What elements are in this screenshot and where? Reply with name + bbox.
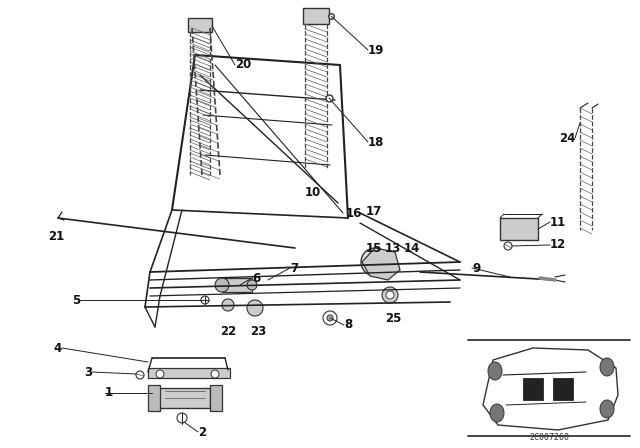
Text: 9: 9 [472, 262, 480, 275]
Circle shape [247, 280, 257, 290]
Text: 25: 25 [385, 312, 401, 325]
Text: 13: 13 [385, 242, 401, 255]
Bar [222, 278, 252, 292]
Circle shape [136, 371, 144, 379]
Circle shape [382, 287, 398, 303]
Text: 23: 23 [250, 325, 266, 338]
Text: 24: 24 [559, 132, 575, 145]
Text: 4: 4 [54, 341, 62, 354]
Bar [553, 378, 573, 400]
Bar [303, 8, 329, 24]
Bar [523, 378, 543, 400]
Circle shape [177, 413, 187, 423]
Text: 17: 17 [366, 205, 382, 218]
Text: 12: 12 [550, 238, 566, 251]
Ellipse shape [490, 404, 504, 422]
Text: 14: 14 [404, 242, 420, 255]
Text: 2: 2 [198, 426, 206, 439]
Circle shape [361, 248, 389, 276]
Text: 19: 19 [368, 43, 385, 56]
Bar [500, 218, 538, 240]
Circle shape [323, 311, 337, 325]
Text: 1: 1 [105, 387, 113, 400]
Circle shape [156, 370, 164, 378]
Circle shape [211, 370, 219, 378]
Bar [188, 18, 212, 32]
Ellipse shape [600, 400, 614, 418]
Ellipse shape [600, 358, 614, 376]
Polygon shape [362, 248, 400, 280]
Circle shape [327, 315, 333, 321]
Text: 11: 11 [550, 215, 566, 228]
Text: 6: 6 [252, 271, 260, 284]
Polygon shape [483, 348, 618, 430]
Text: 21: 21 [48, 230, 64, 243]
Circle shape [504, 242, 512, 250]
Text: 10: 10 [305, 185, 321, 198]
Text: 18: 18 [368, 135, 385, 148]
Text: 16: 16 [346, 207, 362, 220]
Circle shape [368, 255, 382, 269]
Text: 5: 5 [72, 293, 80, 306]
Text: 2C007260: 2C007260 [529, 433, 569, 442]
Circle shape [201, 296, 209, 304]
Circle shape [247, 300, 263, 316]
Text: 3: 3 [84, 366, 92, 379]
Bar [148, 368, 230, 378]
Text: 7: 7 [290, 262, 298, 275]
Text: 20: 20 [235, 59, 252, 72]
Ellipse shape [488, 362, 502, 380]
Circle shape [215, 278, 229, 292]
Text: 22: 22 [220, 325, 236, 338]
Bar [210, 385, 222, 411]
Bar [148, 385, 160, 411]
Text: 15: 15 [366, 242, 382, 255]
Circle shape [372, 259, 378, 265]
Text: 8: 8 [344, 319, 352, 332]
Bar [152, 388, 210, 408]
Circle shape [386, 291, 394, 299]
Circle shape [222, 299, 234, 311]
